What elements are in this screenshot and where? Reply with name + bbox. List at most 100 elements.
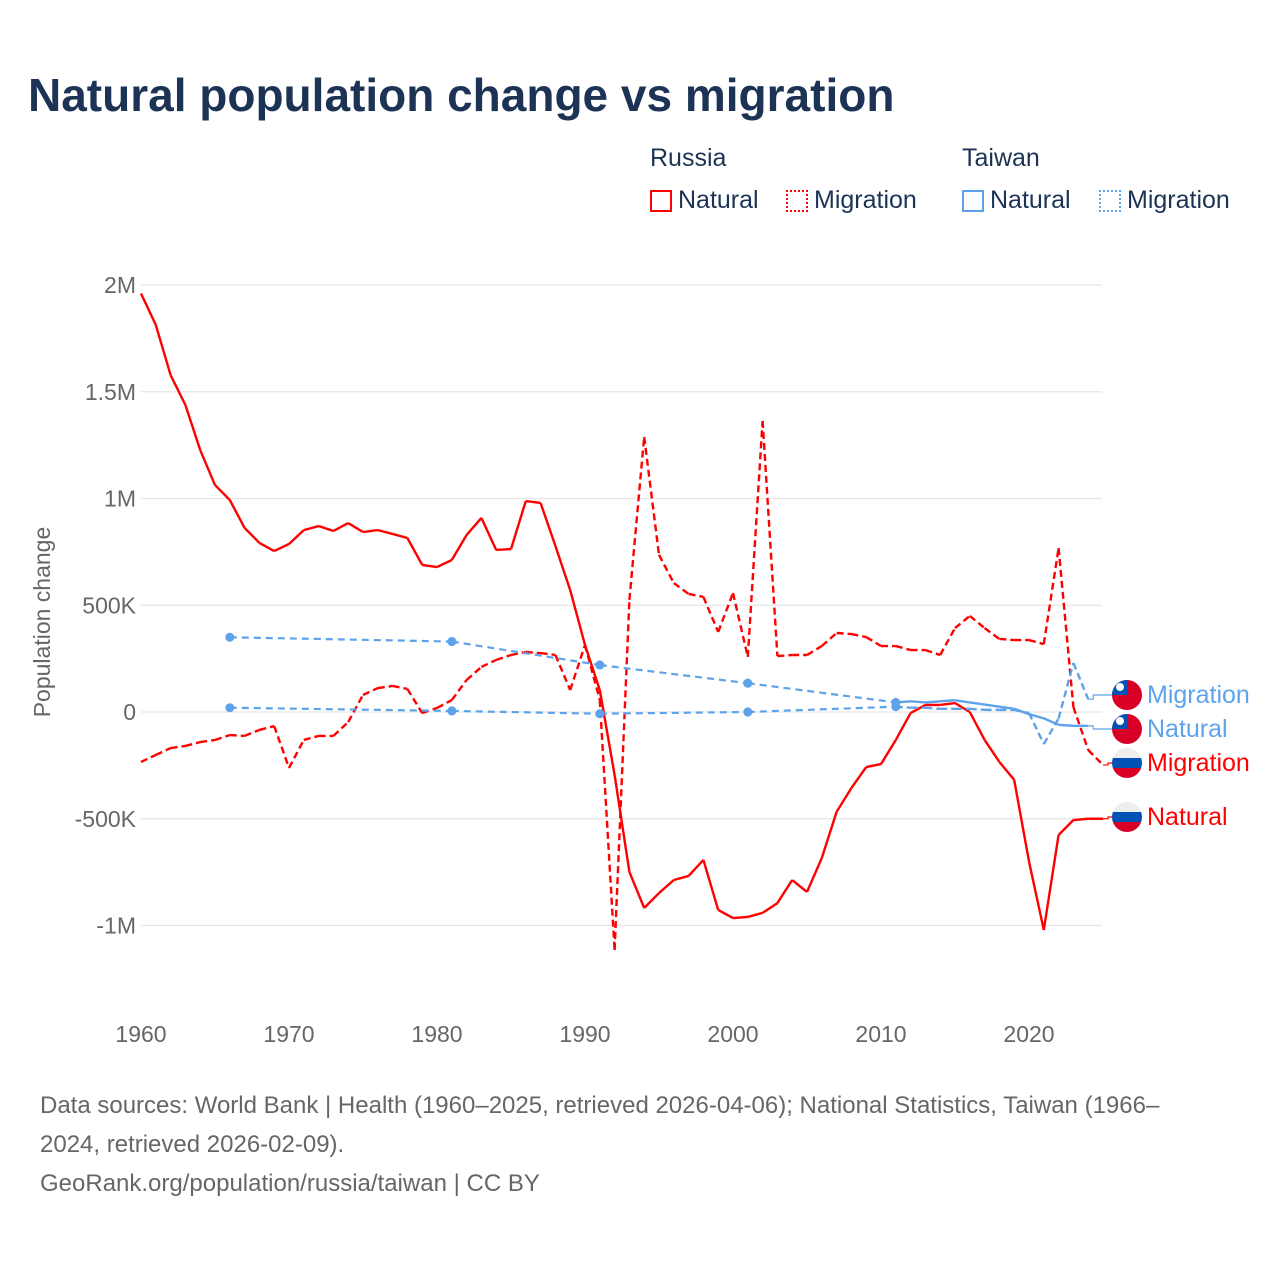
series-segment bbox=[746, 420, 764, 657]
series-segment bbox=[214, 484, 231, 501]
series-segment bbox=[525, 650, 541, 655]
series-segment bbox=[244, 728, 260, 738]
series-segment bbox=[805, 857, 823, 893]
series-segment bbox=[228, 499, 246, 529]
legend-russia-natural[interactable]: Natural bbox=[650, 186, 759, 215]
series-segment bbox=[496, 547, 512, 552]
series-segment bbox=[185, 740, 201, 748]
series-segment bbox=[422, 563, 438, 569]
series-segment bbox=[643, 436, 661, 556]
series-segment bbox=[465, 517, 483, 536]
series-segment bbox=[554, 654, 572, 691]
data-point-marker bbox=[595, 709, 605, 719]
end-label-connector bbox=[1103, 762, 1112, 766]
end-label: Migration bbox=[1147, 749, 1250, 777]
series-segment bbox=[688, 592, 704, 599]
series-segment bbox=[451, 640, 600, 667]
series-segment bbox=[392, 684, 408, 691]
series-segment bbox=[1072, 706, 1090, 751]
series-segment bbox=[258, 541, 275, 553]
series-segment bbox=[229, 636, 452, 643]
series-segment bbox=[436, 558, 453, 569]
legend-russia-migration[interactable]: Migration bbox=[786, 186, 917, 215]
series-segment bbox=[865, 762, 882, 769]
flag-stripe-white bbox=[1112, 802, 1142, 812]
legend-label: Natural bbox=[678, 186, 759, 214]
series-segment bbox=[983, 739, 1001, 763]
series-segment bbox=[1057, 547, 1075, 708]
series-segment bbox=[154, 324, 172, 376]
flag-sun bbox=[1116, 717, 1124, 725]
series-segment bbox=[362, 528, 378, 534]
series-segment bbox=[925, 700, 941, 704]
legend-group-taiwan: Taiwan bbox=[962, 144, 1040, 172]
data-point-marker bbox=[743, 678, 753, 688]
y-axis-label: Population change bbox=[29, 527, 55, 718]
legend-taiwan-natural[interactable]: Natural bbox=[962, 186, 1071, 215]
series-segment bbox=[673, 582, 690, 595]
series-segment bbox=[939, 627, 957, 656]
x-tick-label: 1970 bbox=[263, 1021, 314, 1047]
legend-label: Migration bbox=[1127, 186, 1230, 214]
taiwan-flag-icon bbox=[1112, 714, 1142, 744]
series-segment bbox=[910, 700, 926, 704]
footer-link[interactable]: GeoRank.org/population/russia/taiwan | C… bbox=[40, 1170, 540, 1197]
series-segment bbox=[1013, 708, 1030, 715]
series-segment bbox=[895, 644, 911, 652]
series-segment bbox=[1028, 712, 1045, 720]
x-tick-label: 1990 bbox=[559, 1021, 610, 1047]
y-tick-label: 1.5M bbox=[85, 379, 136, 405]
series-segment bbox=[598, 689, 616, 776]
footer-source-line1: Data sources: World Bank | Health (1960–… bbox=[40, 1092, 1160, 1119]
legend-label: Migration bbox=[814, 186, 917, 214]
series-segment bbox=[406, 688, 424, 714]
y-tick-label: 0 bbox=[123, 699, 136, 725]
series-segment bbox=[835, 787, 853, 813]
end-label-connector bbox=[1088, 694, 1112, 700]
series-segment bbox=[851, 632, 867, 639]
end-label: Natural bbox=[1147, 715, 1228, 743]
series-segment bbox=[613, 774, 631, 873]
series-segment bbox=[1027, 861, 1045, 931]
legend-taiwan-migration[interactable]: Migration bbox=[1099, 186, 1230, 215]
y-tick-label: 1M bbox=[104, 486, 136, 512]
x-tick-label: 1960 bbox=[115, 1021, 166, 1047]
series-segment bbox=[717, 592, 735, 633]
series-segment bbox=[1058, 723, 1074, 728]
series-segment bbox=[169, 374, 187, 406]
dotted-swatch-icon bbox=[786, 189, 808, 212]
series-segment bbox=[332, 721, 350, 737]
series-segment bbox=[569, 644, 587, 691]
series-segment bbox=[1072, 662, 1090, 700]
y-tick-label: 500K bbox=[82, 592, 136, 618]
series-segment bbox=[747, 682, 896, 704]
data-point-marker bbox=[447, 706, 457, 716]
series-segment bbox=[200, 738, 216, 744]
series-segment bbox=[954, 702, 971, 714]
series-segment bbox=[495, 653, 512, 662]
series-segment bbox=[451, 709, 600, 715]
series-segment bbox=[140, 753, 157, 764]
series-segment bbox=[273, 725, 291, 769]
data-point-marker bbox=[225, 703, 235, 713]
series-segment bbox=[450, 534, 468, 561]
series-segment bbox=[450, 679, 468, 701]
chart-title: Natural population change vs migration bbox=[28, 69, 895, 121]
series-segment bbox=[436, 698, 453, 710]
series-segment bbox=[969, 701, 985, 706]
series-segment bbox=[806, 645, 823, 657]
series-segment bbox=[658, 879, 675, 894]
series-segment bbox=[791, 879, 808, 893]
series-segment bbox=[406, 537, 424, 566]
series-segment bbox=[894, 712, 912, 741]
series-segment bbox=[1042, 717, 1060, 745]
series-segment bbox=[554, 545, 572, 591]
series-segment bbox=[303, 524, 319, 532]
series-segment bbox=[569, 589, 587, 646]
series-segment bbox=[540, 651, 556, 657]
series-segment bbox=[480, 658, 497, 669]
series-segment bbox=[170, 744, 186, 750]
series-segment bbox=[1073, 817, 1089, 822]
russia-flag-icon bbox=[1112, 802, 1142, 832]
plot-area: 2M 1.5M 1M 500K 0 -500K -1M 1960 1970 1980 1990 200… bbox=[29, 272, 1250, 1047]
